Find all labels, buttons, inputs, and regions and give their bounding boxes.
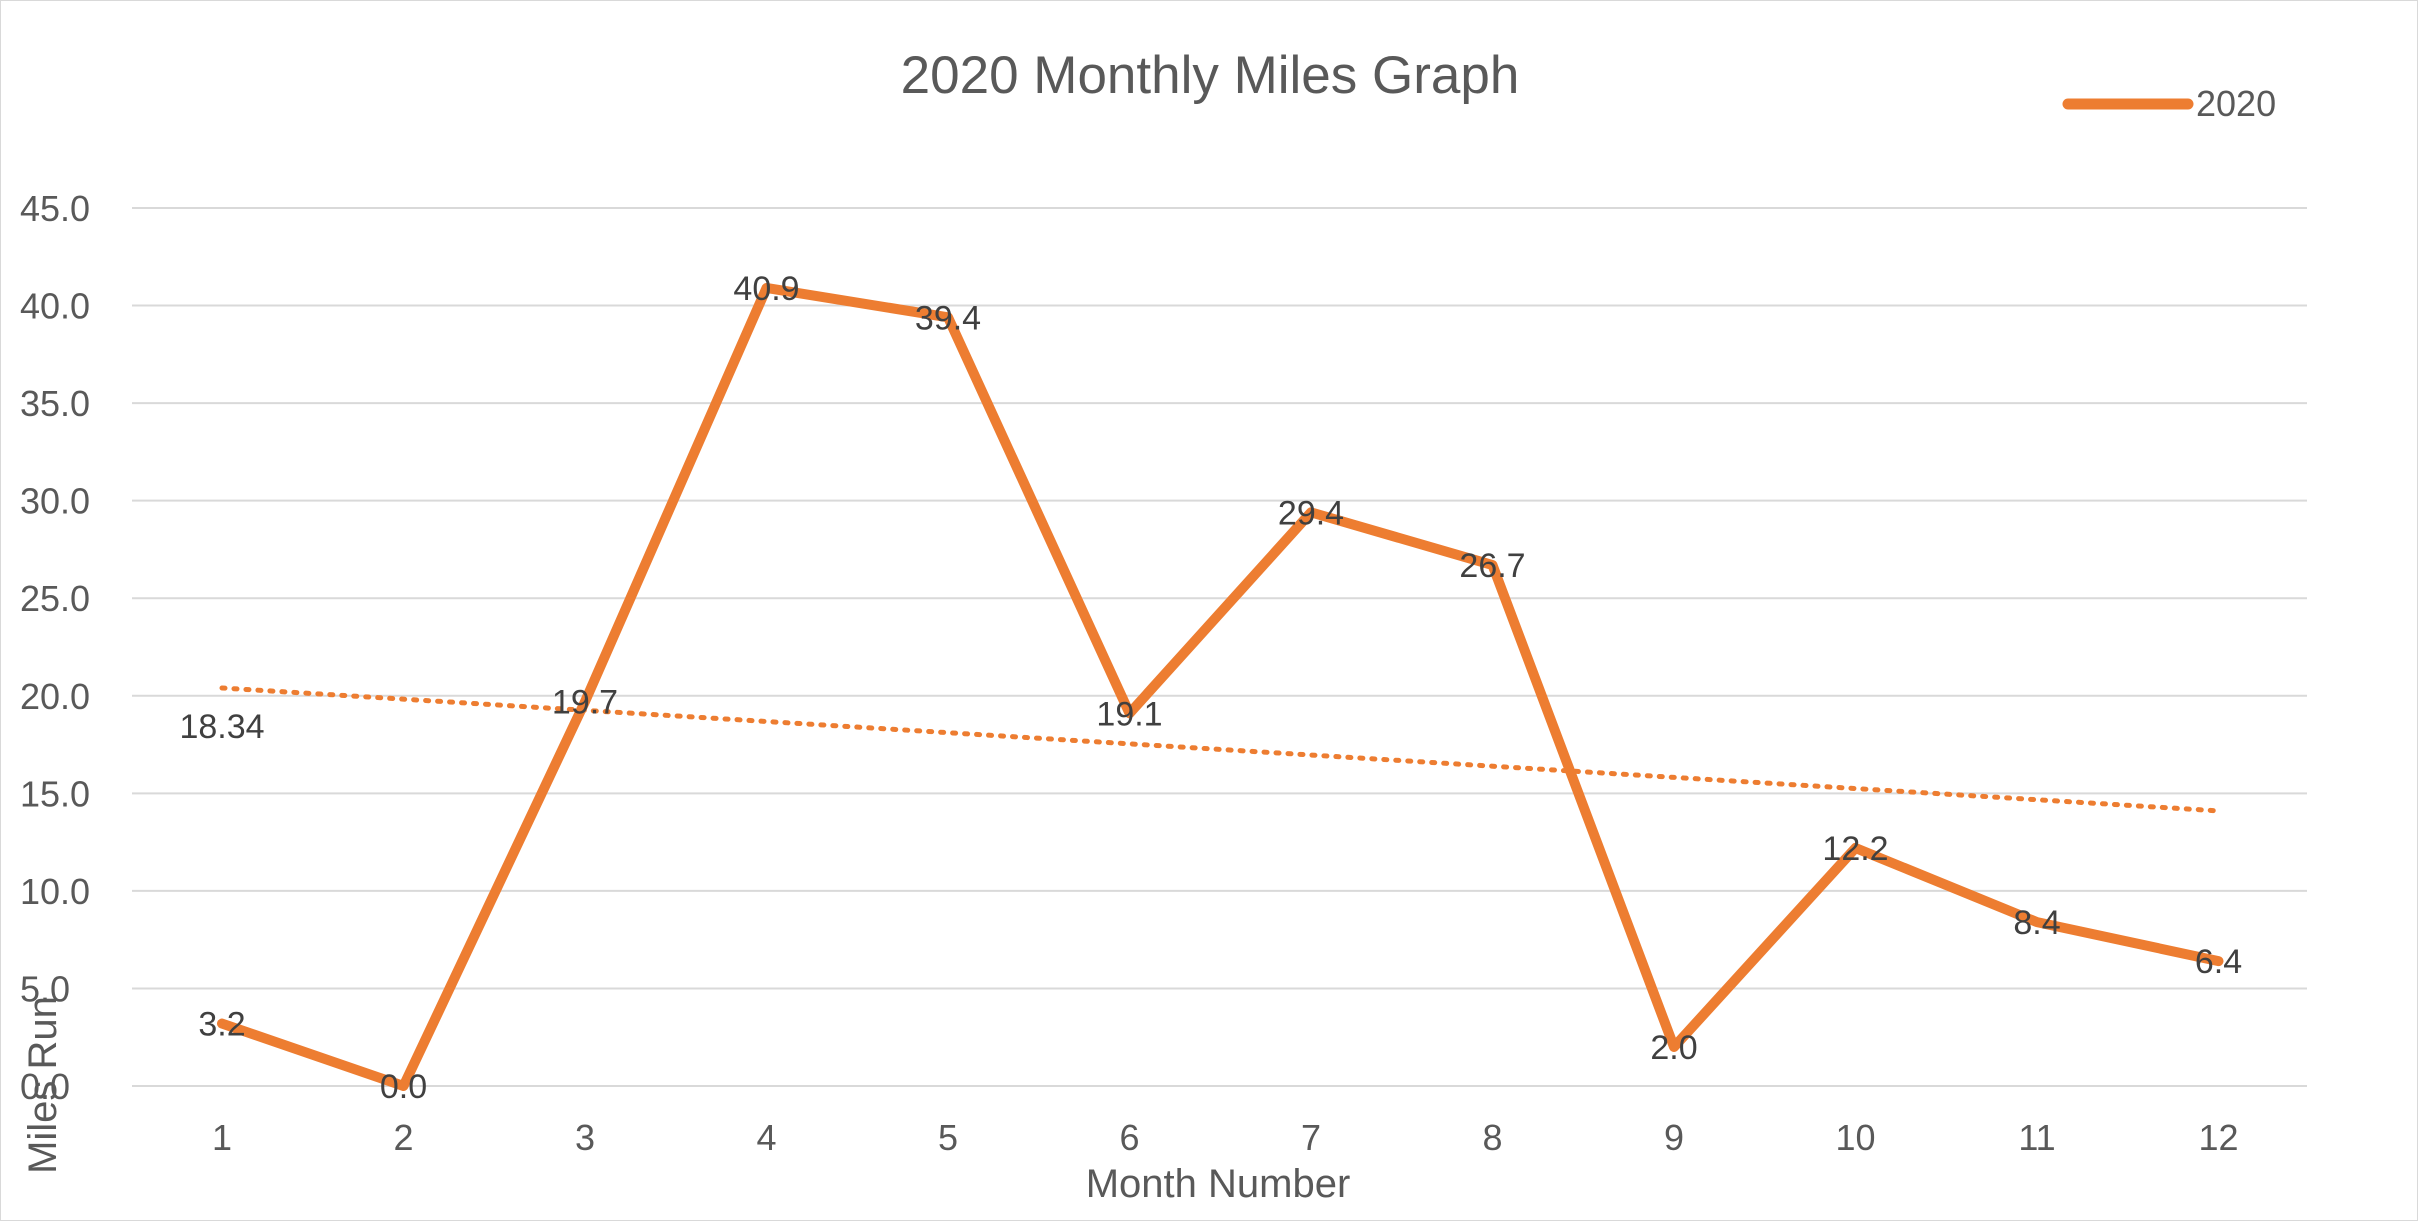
data-label: 3.2: [198, 1006, 245, 1044]
data-label: 39.4: [915, 299, 981, 337]
x-tick-label: 6: [1119, 1117, 1139, 1158]
data-label: 26.7: [1459, 547, 1525, 585]
data-label: 19.7: [552, 684, 618, 722]
data-label: 12.2: [1822, 830, 1888, 868]
data-label: 29.4: [1278, 494, 1344, 532]
y-tick-label: 15.0: [20, 773, 90, 814]
x-tick-label: 10: [1835, 1117, 1875, 1158]
trendline-group: 18.34: [179, 685, 2221, 814]
y-tick-label: 45.0: [20, 188, 90, 229]
y-tick-label: 35.0: [20, 383, 90, 424]
x-tick-label: 11: [2018, 1117, 2055, 1158]
x-tick-label: 3: [575, 1117, 595, 1158]
x-axis-title: Month Number: [1086, 1162, 1351, 1206]
x-tick-label: 4: [756, 1117, 776, 1158]
x-tick-label: 9: [1664, 1117, 1684, 1158]
y-axis-title: Miles Run: [21, 996, 65, 1174]
x-tick-label: 8: [1482, 1117, 1502, 1158]
chart-title: 2020 Monthly Miles Graph: [901, 46, 1520, 105]
trendline-label: 18.34: [179, 708, 264, 746]
y-tick-label: 10.0: [20, 871, 90, 912]
x-tick-label: 2: [393, 1117, 413, 1158]
legend: 2020: [2062, 83, 2276, 124]
gridlines: [132, 207, 2307, 1087]
x-tick-label: 1: [212, 1117, 232, 1158]
data-label: 8.4: [2013, 904, 2060, 942]
y-tick-label: 25.0: [20, 578, 90, 619]
trendline: [219, 685, 2221, 814]
y-axis-ticks: 0.0 5.0 10.0 15.0 20.0 25.0 30.0 35.0 40.0 45.0: [20, 188, 90, 1107]
y-tick-label: 20.0: [20, 676, 90, 717]
x-tick-label: 12: [2198, 1117, 2238, 1158]
data-label: 19.1: [1096, 695, 1162, 733]
series-line-2020: [217, 282, 2224, 1091]
data-label: 40.9: [733, 270, 799, 308]
series-group: [217, 282, 2224, 1091]
data-label: 2.0: [1650, 1029, 1697, 1067]
data-label: 0.0: [380, 1068, 427, 1106]
y-tick-label: 5.0: [20, 968, 70, 1009]
y-tick-label: 30.0: [20, 481, 90, 522]
y-tick-label: 40.0: [20, 286, 90, 327]
data-labels: 3.2 0.0 19.7 40.9 39.4 19.1 29.4 26.7 2.0 12.2 8.4…: [198, 270, 2242, 1106]
x-tick-label: 7: [1301, 1117, 1321, 1158]
legend-label-2020: 2020: [2196, 83, 2276, 124]
y-tick-label: 0.0: [20, 1066, 70, 1107]
data-label: 6.4: [2195, 943, 2242, 981]
x-axis-ticks: 1 2 3 4 5 6 7 8 9 10 11 12: [212, 1117, 2239, 1158]
x-tick-label: 5: [938, 1117, 958, 1158]
